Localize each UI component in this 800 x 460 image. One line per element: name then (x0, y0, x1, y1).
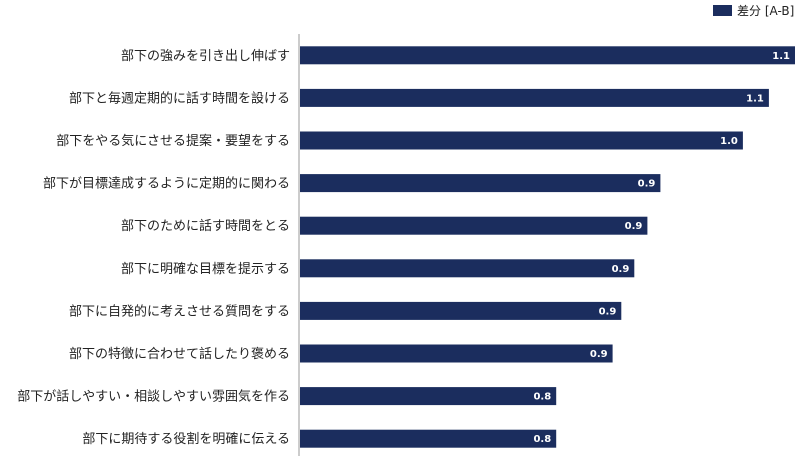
category-label-1: 部下の強みを引き出し伸ばす (121, 49, 290, 64)
category-label-6: 部下に明確な目標を提示する (121, 261, 290, 277)
value-label-9: 0.8 (533, 392, 551, 403)
category-label-8: 部下の特徴に合わせて話したり褒める (69, 346, 290, 362)
value-label-7: 0.9 (599, 306, 617, 317)
value-label-6: 0.9 (612, 264, 630, 275)
legend-swatch (713, 5, 732, 16)
category-label-9: 部下が話しやすい・相談しやすい雰囲気を作る (17, 389, 290, 405)
category-label-4: 部下が目標達成するように定期的に関わる (43, 176, 290, 192)
value-label-8: 0.9 (590, 349, 608, 360)
bar-2 (300, 88, 769, 107)
category-label-7: 部下に自発的に考えさせる質問をする (69, 303, 290, 319)
legend-label: 差分 [A-B] (737, 4, 794, 18)
bar-9 (300, 387, 557, 406)
value-label-4: 0.9 (638, 179, 656, 190)
value-label-1: 1.1 (772, 51, 790, 62)
bar-6 (300, 259, 635, 278)
value-labels-group: 1.1 1.1 1.0 0.9 0.9 0.9 0.9 0.9 0.8 0.8 (533, 51, 790, 445)
bar-3 (300, 131, 743, 150)
bar-7 (300, 301, 622, 320)
category-labels-group: 部下の強みを引き出し伸ばす部下と毎週定期的に話す時間を設ける部下をやる気にさせる… (17, 49, 290, 447)
category-label-2: 部下と毎週定期的に話す時間を設ける (69, 90, 290, 106)
bar-5 (300, 216, 648, 235)
value-label-2: 1.1 (746, 93, 764, 104)
category-label-5: 部下のために話す時間をとる (121, 218, 290, 234)
bars-group (300, 46, 795, 448)
bar-4 (300, 174, 661, 193)
bar-10 (300, 429, 557, 448)
bar-8 (300, 344, 613, 363)
category-label-10: 部下に期待する役割を明確に伝える (82, 431, 290, 447)
value-label-10: 0.8 (533, 434, 551, 445)
legend: 差分 [A-B] (713, 4, 794, 18)
bar-1 (300, 46, 795, 65)
category-label-3: 部下をやる気にさせる提案・要望をする (56, 133, 290, 149)
value-label-3: 1.0 (720, 136, 738, 147)
value-label-5: 0.9 (625, 221, 643, 232)
